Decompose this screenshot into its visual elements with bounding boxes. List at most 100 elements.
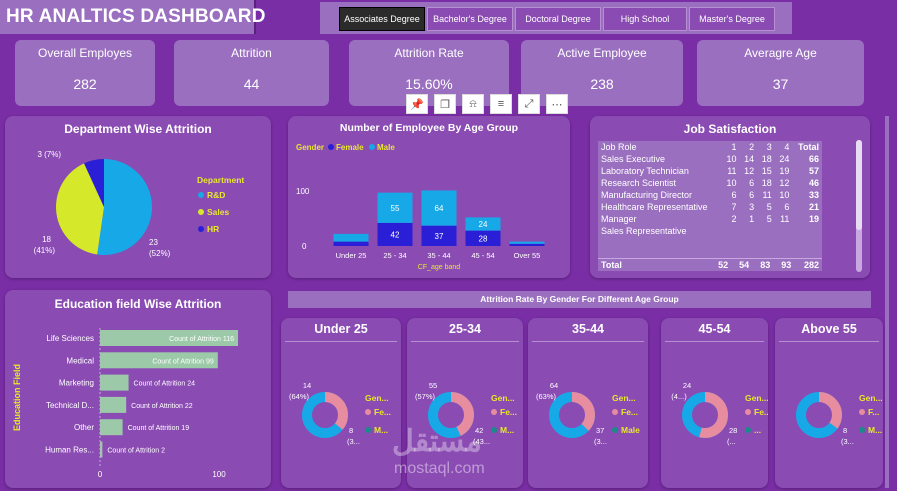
donut-legend-title: Gen...	[859, 393, 883, 403]
header-2[interactable]: 2	[749, 142, 755, 152]
legend-dot-hr	[198, 226, 204, 232]
legend-label-female: Fe...	[621, 407, 638, 417]
bell-icon[interactable]: ⍾	[462, 94, 484, 114]
kpi-value: 37	[772, 76, 789, 92]
legend-dot-female	[612, 409, 618, 415]
education-category-label: Technical D...	[46, 401, 94, 410]
pin-icon[interactable]: 📌	[406, 94, 428, 114]
education-value-label: Count of Attrition 24	[134, 381, 196, 388]
education-attrition-title: Education field Wise Attrition	[54, 297, 222, 311]
cell-role: Healthcare Representative	[601, 202, 708, 212]
education-bar-chart[interactable]: Education Field Life Sciences Count of At…	[5, 316, 271, 486]
age-bar-male[interactable]	[509, 241, 545, 244]
table-scrollbar-thumb[interactable]	[856, 140, 862, 230]
pie-slice-hr[interactable]	[84, 159, 104, 207]
tab-associates-degree[interactable]: Associates Degree	[339, 7, 425, 31]
header-total[interactable]: Total	[798, 142, 819, 152]
education-bar[interactable]	[100, 419, 123, 436]
tab-doctoral-degree[interactable]: Doctoral Degree	[515, 7, 601, 31]
more-icon[interactable]: ⋯	[546, 94, 568, 114]
age-bar-female[interactable]	[377, 222, 413, 246]
table-row: Manufacturing Director 6 6 11 10 33	[598, 189, 822, 201]
cell: 1	[749, 214, 755, 224]
donut-title: 25-34	[449, 322, 481, 336]
job-satisfaction-table-wrap[interactable]: Job Role 1 2 3 4 Total Sales Executive 10…	[598, 141, 822, 261]
donut-slice-female	[549, 392, 595, 438]
education-bar[interactable]	[100, 330, 239, 346]
age-bar-male[interactable]	[465, 217, 501, 231]
cell-role: Research Scientist	[601, 178, 677, 188]
header-1[interactable]: 1	[731, 142, 737, 152]
right-scroll-strip[interactable]	[885, 116, 889, 488]
age-bar-female[interactable]	[465, 230, 501, 246]
edu-x-tick-100: 100	[212, 470, 226, 479]
cell	[775, 225, 793, 237]
tab-high-school[interactable]: High School	[603, 7, 687, 31]
legend-dot-male	[491, 427, 497, 433]
kpi-attrition[interactable]: Attrition 44	[174, 40, 329, 106]
gender-donut-chart[interactable]: 64 (63%) 37 (3... Gen... Fe... Male	[528, 360, 648, 480]
tab-label: Associates Degree	[344, 14, 420, 24]
donut-slice-female	[428, 392, 474, 438]
gender-donut-chart[interactable]: 8 (3... Gen... F... M...	[775, 360, 883, 480]
cell: 3	[749, 202, 755, 212]
department-pie-chart[interactable]: 3 (7%) 18 (41%) 23 (52%) Department R&D …	[5, 138, 271, 278]
dept-legend-title: Department	[197, 175, 244, 185]
pie-slice-sales[interactable]	[56, 163, 104, 255]
pie-slice-rd[interactable]	[97, 159, 152, 255]
legend-label-male: M...	[500, 425, 514, 435]
legend-dot-female	[745, 409, 751, 415]
education-category-label: Other	[74, 423, 94, 432]
total-2: 54	[739, 260, 750, 270]
legend-label-female: Female	[336, 143, 364, 152]
kpi-attrition-rate[interactable]: Attrition Rate 15.60%	[349, 40, 509, 106]
legend-label-hr: HR	[207, 224, 219, 234]
tab-bachelors-degree[interactable]: Bachelor's Degree	[427, 7, 513, 31]
cell: 6	[749, 190, 755, 200]
cell: 11	[780, 214, 790, 224]
age-bar-male[interactable]	[377, 192, 413, 223]
legend-label-male: Male	[621, 425, 640, 435]
filter-icon[interactable]: ≡	[490, 94, 512, 114]
donut-label-male-count: 14	[303, 381, 311, 390]
header-4[interactable]: 4	[784, 142, 790, 152]
donut-label-female-pct: (...	[727, 437, 736, 446]
legend-dot-sales	[198, 209, 204, 215]
tab-masters-degree[interactable]: Master's Degree	[689, 7, 775, 31]
donut-title: Above 55	[801, 322, 857, 336]
legend-label-rd: R&D	[207, 190, 225, 200]
education-bar[interactable]	[100, 396, 127, 413]
pie-label-rd: 23	[149, 238, 158, 247]
age-x-tick-label: 25 - 34	[383, 251, 406, 260]
copy-icon[interactable]: ❐	[434, 94, 456, 114]
kpi-active-employee[interactable]: Active Employee 238	[521, 40, 683, 106]
kpi-average-age[interactable]: Averagre Age 37	[697, 40, 864, 106]
header-3[interactable]: 3	[766, 142, 772, 152]
education-value-label: Count of Attrition 116	[169, 336, 234, 343]
kpi-overall-employees[interactable]: Overall Employes 282	[15, 40, 155, 106]
age-bar-female[interactable]	[421, 225, 457, 246]
gender-donut-chart[interactable]: 55 (57%) 42 (43... Gen... Fe... M...	[407, 360, 523, 480]
page-title: HR ANALTICS DASHBOARD	[6, 6, 266, 27]
age-x-tick-label: Under 25	[336, 251, 367, 260]
gender-donut-chart[interactable]: 14 (64%) 8 (3... Gen... Fe... M...	[281, 360, 401, 480]
donut-legend-title: Gen...	[365, 393, 389, 403]
age-group-bar-chart[interactable]: Gender Female Male 100 0 Under 25 42 55 25 …	[288, 138, 570, 278]
age-bar-male[interactable]	[421, 190, 457, 226]
expand-icon[interactable]: ⤢	[518, 94, 540, 114]
age-bar-female[interactable]	[509, 243, 545, 246]
cell-total: 21	[808, 202, 819, 212]
cell: 7	[731, 202, 737, 212]
donut-label-female-count: 8	[349, 426, 353, 435]
education-bar[interactable]	[100, 352, 218, 369]
age-bar-male[interactable]	[333, 233, 369, 242]
education-bar[interactable]	[100, 441, 103, 458]
donut-label-female-count: 37	[596, 426, 604, 435]
donut-label-female-count: 28	[729, 426, 737, 435]
education-bar[interactable]	[100, 374, 129, 391]
table-header-row: Job Role 1 2 3 4 Total	[598, 141, 822, 153]
gender-donut-chart[interactable]: 24 (4...) 28 (... Gen... Fe......	[661, 360, 768, 480]
header-job-role[interactable]: Job Role	[601, 142, 637, 152]
age-bar-female[interactable]	[333, 241, 369, 246]
age-group-title: Number of Employee By Age Group	[339, 122, 519, 134]
